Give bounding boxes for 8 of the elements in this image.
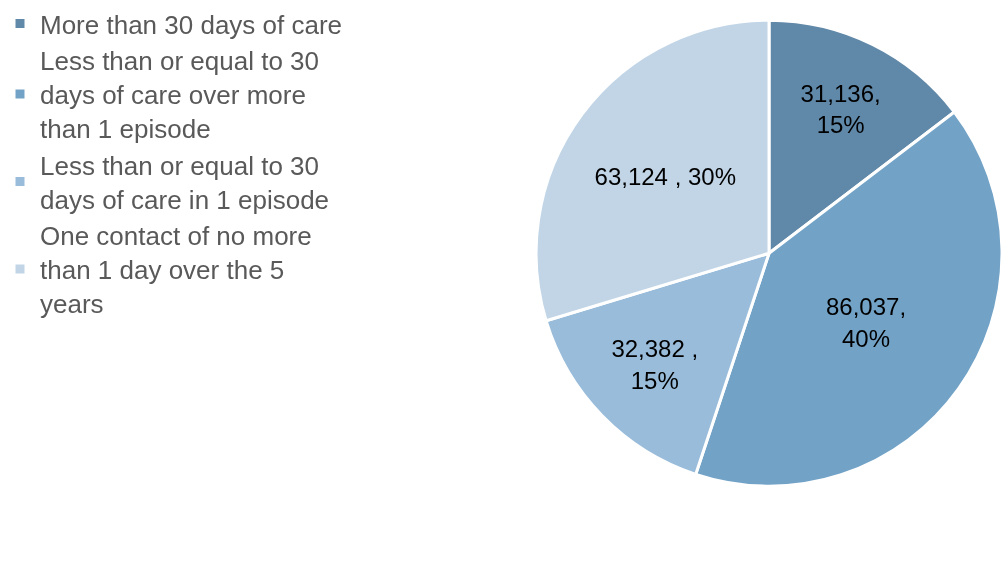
- data-label: 86,037, 40%: [825, 293, 907, 352]
- legend-label: More than 30 days of care: [40, 9, 343, 40]
- legend-label: Less than or equal to 30 days of care in 1 episode: [40, 150, 330, 215]
- data-label: 63,124 , 30%: [594, 162, 736, 190]
- legend-label: Less than or equal to 30 days of care over more than 1 episode: [40, 46, 319, 144]
- legend-label: One contact of no more than 1 day over the 5 years: [40, 221, 312, 319]
- data-label: 32,382 , 15%: [611, 335, 699, 394]
- data-label: 31,136, 15%: [800, 79, 881, 138]
